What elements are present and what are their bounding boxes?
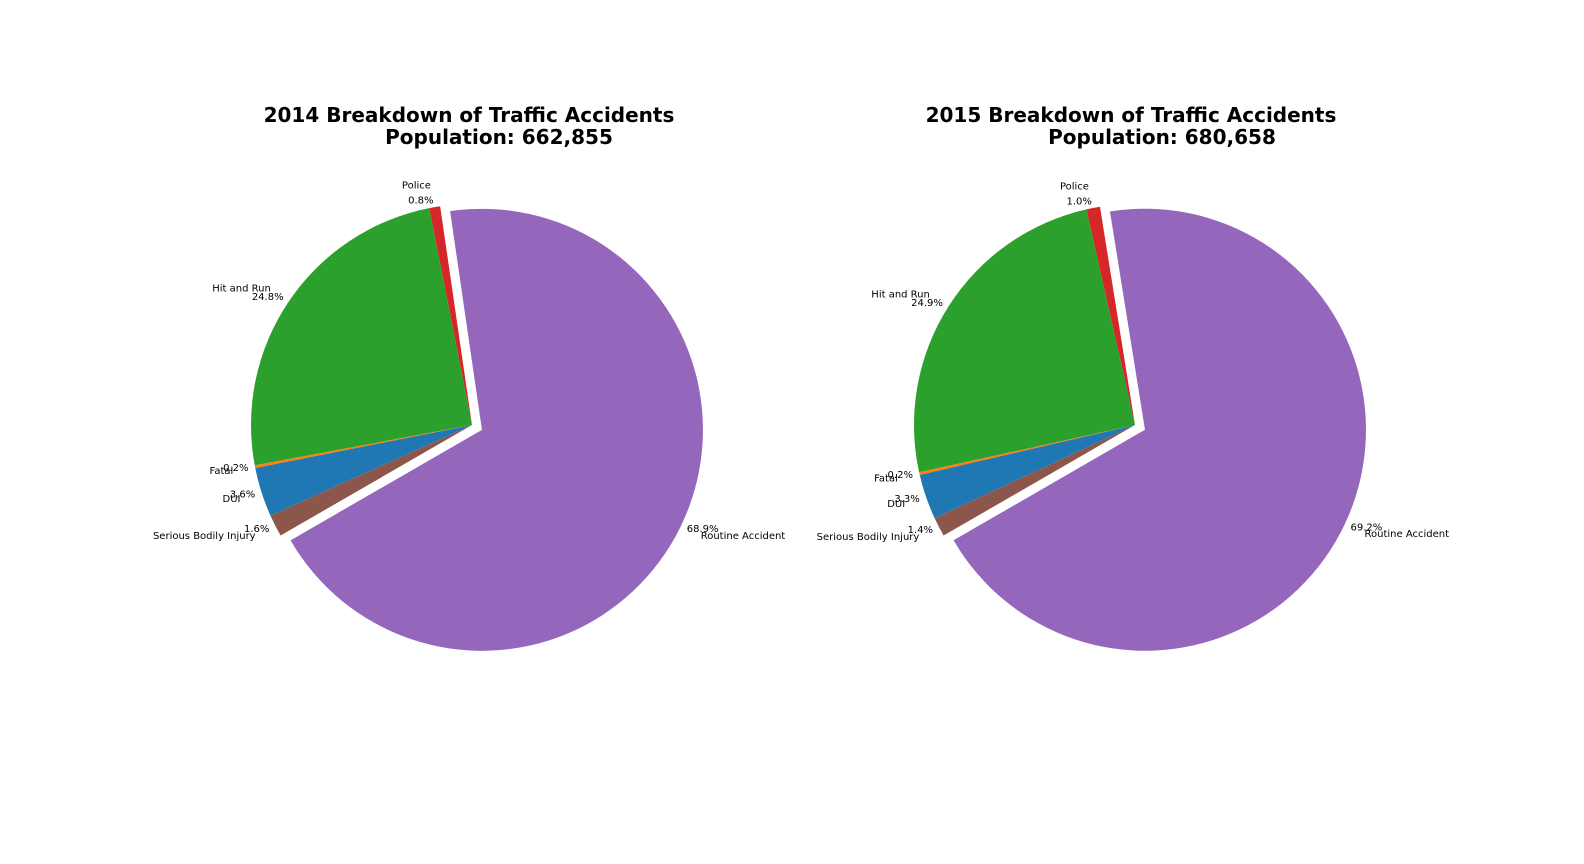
chart-title-line1: 2015 Breakdown of Traffic Accidents bbox=[926, 103, 1337, 127]
slice-label-serious-bodily-injury: Serious Bodily Injury bbox=[817, 532, 920, 543]
slice-label-routine-accident: Routine Accident bbox=[1365, 529, 1450, 540]
slice-label-police: Police bbox=[402, 180, 431, 191]
slice-label-hit-and-run: Hit and Run bbox=[212, 284, 271, 295]
slice-label-fatal: Fatal bbox=[874, 474, 898, 485]
chart-title-line2: Population: 662,855 bbox=[385, 125, 613, 149]
slice-label-fatal: Fatal bbox=[209, 466, 233, 477]
pie-slice-hit-and-run bbox=[914, 209, 1135, 473]
slice-pct-label-fatal: 0.2% bbox=[888, 470, 913, 481]
slice-pct-label-hit-and-run: 24.8% bbox=[252, 292, 284, 303]
pie-slices bbox=[251, 206, 703, 651]
slice-label-hit-and-run: Hit and Run bbox=[871, 290, 930, 301]
slice-pct-label-serious-bodily-injury: 1.6% bbox=[244, 524, 269, 535]
chart-title-line2: Population: 680,658 bbox=[1048, 125, 1276, 149]
pie-slice-fatal bbox=[254, 425, 472, 469]
slice-label-police: Police bbox=[1060, 181, 1089, 192]
pie-slice-serious-bodily-injury bbox=[934, 425, 1135, 536]
slice-label-serious-bodily-injury: Serious Bodily Injury bbox=[153, 531, 256, 542]
pie-slice-dui bbox=[919, 425, 1135, 519]
slice-pct-label-routine-accident: 68.9% bbox=[687, 524, 719, 535]
pie-slice-police bbox=[429, 206, 472, 425]
slice-pct-label-police: 0.8% bbox=[408, 196, 433, 207]
pie-slice-routine-accident bbox=[953, 208, 1366, 651]
slice-label-dui: DUI bbox=[887, 499, 905, 510]
slice-pct-label-dui: 3.6% bbox=[230, 489, 255, 500]
pie-chart-2015: 2015 Breakdown of Traffic Accidents Popu… bbox=[817, 103, 1449, 651]
slice-pct-label-police: 1.0% bbox=[1066, 196, 1091, 207]
slice-label-routine-accident: Routine Accident bbox=[701, 531, 786, 542]
pie-slice-dui bbox=[255, 425, 472, 516]
slice-pct-label-serious-bodily-injury: 1.4% bbox=[908, 525, 933, 536]
pie-slice-hit-and-run bbox=[251, 208, 472, 466]
slice-label-dui: DUI bbox=[223, 494, 241, 505]
slice-pct-label-hit-and-run: 24.9% bbox=[911, 298, 943, 309]
pie-slice-serious-bodily-injury bbox=[270, 425, 472, 536]
pie-chart-2014: 2014 Breakdown of Traffic Accidents Popu… bbox=[153, 103, 785, 651]
pie-slice-police bbox=[1086, 206, 1135, 425]
slice-pct-label-routine-accident: 69.2% bbox=[1351, 523, 1383, 534]
pie-slice-routine-accident bbox=[290, 208, 703, 651]
chart-title-line1: 2014 Breakdown of Traffic Accidents bbox=[264, 103, 675, 127]
slice-pct-label-dui: 3.3% bbox=[894, 494, 919, 505]
pie-slice-fatal bbox=[919, 425, 1135, 476]
slice-pct-label-fatal: 0.2% bbox=[223, 463, 248, 474]
pie-slices bbox=[914, 206, 1366, 651]
